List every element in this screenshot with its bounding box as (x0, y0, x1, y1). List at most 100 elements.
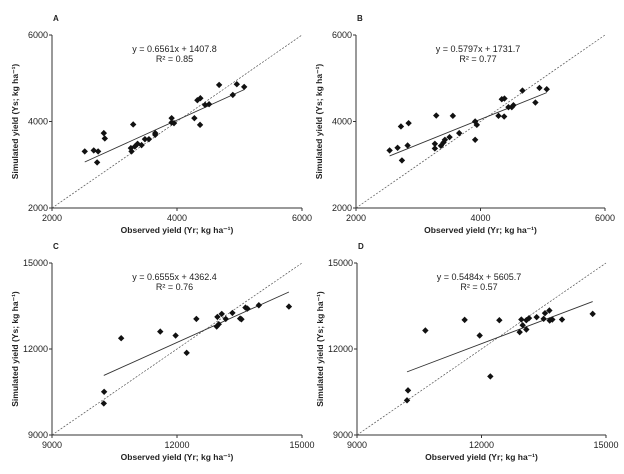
regression-equation: y = 0.5484x + 5605.7 (437, 272, 522, 282)
data-point (101, 135, 109, 142)
data-point (523, 326, 530, 333)
data-point (431, 145, 439, 152)
data-point (519, 87, 526, 94)
r-squared-label: R² = 0.77 (459, 54, 496, 64)
data-point (138, 141, 145, 149)
x-tick-label: 15000 (289, 440, 314, 450)
y-tick-label: 15000 (23, 258, 48, 268)
data-point (558, 316, 566, 323)
regression-equation: y = 0.6561x + 1407.8 (132, 44, 217, 54)
panel-label: A (53, 14, 59, 23)
data-point (215, 321, 222, 328)
data-point (183, 349, 190, 357)
data-point (589, 310, 596, 318)
x-tick-label: 12000 (164, 440, 189, 450)
data-point (238, 316, 245, 323)
y-tick-label: 15000 (328, 258, 353, 268)
y-tick-label: 4000 (332, 117, 352, 127)
data-point (500, 113, 508, 120)
data-point (516, 328, 523, 336)
data-point (128, 148, 135, 155)
data-point (201, 101, 209, 109)
data-point (205, 101, 213, 108)
data-point (501, 95, 508, 102)
data-point (495, 112, 502, 120)
data-point (157, 328, 164, 335)
data-point (487, 373, 494, 380)
data-point (218, 310, 225, 318)
one-to-one-line (51, 34, 303, 209)
data-point (222, 315, 229, 323)
x-tick-label: 2000 (346, 213, 366, 223)
x-tick-label: 12000 (469, 440, 494, 450)
regression-line (389, 92, 547, 157)
data-point (152, 131, 159, 139)
data-point (100, 129, 108, 137)
y-tick-label: 12000 (328, 344, 353, 354)
data-point (471, 136, 479, 143)
data-point (473, 121, 481, 129)
data-point (519, 322, 526, 329)
y-axis-label: Simulated yield (Ys; kg ha⁻¹) (10, 64, 20, 180)
data-point (197, 95, 204, 102)
one-to-one-line (355, 34, 606, 209)
x-axis-label: Observed yield (Yr; kg ha⁻¹) (425, 452, 538, 462)
data-point (433, 112, 440, 119)
data-point (233, 81, 241, 88)
data-point (441, 136, 449, 143)
data-point (398, 157, 406, 164)
x-tick-label: 15000 (593, 440, 618, 450)
data-point (446, 133, 453, 141)
data-point (229, 91, 237, 99)
data-point (244, 305, 251, 312)
y-tick-label: 4000 (28, 117, 48, 127)
data-point (546, 307, 553, 314)
x-tick-label: 4000 (167, 213, 187, 223)
one-to-one-line (51, 262, 303, 436)
data-point (145, 135, 153, 143)
regression-line (84, 89, 245, 163)
x-tick-label: 9000 (42, 440, 62, 450)
data-point (394, 144, 401, 151)
data-point (117, 335, 125, 342)
x-tick-label: 6000 (292, 213, 312, 223)
x-axis-label: Observed yield (Yr; kg ha⁻¹) (121, 225, 234, 235)
data-point (405, 119, 412, 127)
data-point (403, 397, 411, 404)
data-point (505, 103, 512, 111)
data-point (533, 313, 540, 321)
y-tick-label: 2000 (332, 203, 352, 213)
r-squared-label: R² = 0.76 (156, 282, 193, 292)
data-point (386, 147, 393, 154)
regression-equation: y = 0.6555x + 4362.4 (132, 272, 217, 282)
data-point (81, 148, 88, 155)
data-point (510, 101, 517, 109)
data-point (94, 148, 102, 155)
data-point (532, 99, 539, 106)
y-axis-label: Simulated yield (Ys; kg ha⁻¹) (315, 291, 325, 407)
data-point (90, 147, 97, 154)
y-tick-label: 6000 (28, 30, 48, 40)
y-tick-label: 9000 (28, 430, 48, 440)
data-point (191, 114, 198, 122)
data-point (229, 309, 236, 317)
data-point (100, 388, 108, 395)
data-point (404, 387, 412, 394)
data-point (196, 121, 204, 129)
x-axis-label: Observed yield (Yr; kg ha⁻¹) (121, 452, 234, 462)
data-point (397, 123, 405, 130)
x-tick-label: 2000 (42, 213, 62, 223)
data-point (546, 317, 553, 324)
y-axis-label: Simulated yield (Ys; kg ha⁻¹) (314, 64, 324, 180)
data-point (240, 83, 248, 91)
data-point (100, 400, 107, 407)
data-point (523, 316, 530, 324)
x-tick-label: 4000 (470, 213, 490, 223)
panel-label: C (53, 242, 59, 251)
panel-a: 2000 4000 6000 2000 4000 6000 y = 0.6561x + 14… (10, 14, 312, 235)
y-tick-label: 2000 (28, 203, 48, 213)
data-point (172, 332, 179, 339)
y-tick-label: 6000 (332, 30, 352, 40)
data-point (255, 302, 263, 309)
